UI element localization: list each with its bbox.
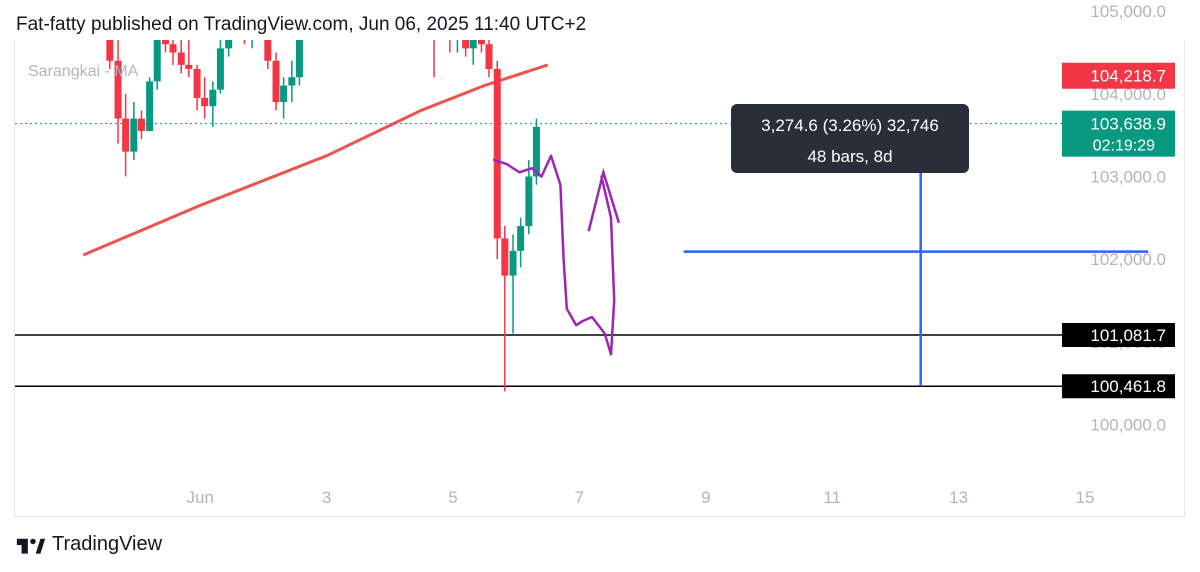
candle[interactable] <box>99 0 106 3</box>
candle[interactable] <box>431 0 438 7</box>
published-line: Fat-fatty published on TradingView.com, … <box>16 14 587 35</box>
x-tick-label: 15 <box>1076 488 1095 507</box>
candle[interactable] <box>304 0 311 15</box>
candle[interactable] <box>137 118 145 131</box>
candle[interactable] <box>454 15 461 36</box>
purple-arrowhead-icon <box>587 167 620 232</box>
candle[interactable] <box>532 126 540 177</box>
current-price-label: 103,638.9 <box>1090 115 1166 134</box>
tradingview-footer[interactable]: TradingView <box>16 533 162 556</box>
purple-drawing-path[interactable] <box>492 154 616 356</box>
y-tick-label: 103,000.0 <box>1090 167 1166 186</box>
candle[interactable] <box>249 28 256 36</box>
candle[interactable] <box>106 3 114 61</box>
x-tick-label: 7 <box>575 488 584 507</box>
candle[interactable] <box>122 118 130 152</box>
x-tick-label: 3 <box>322 488 331 507</box>
x-tick-label: 13 <box>949 488 968 507</box>
candle[interactable] <box>280 85 288 103</box>
candle[interactable] <box>161 32 169 45</box>
candle[interactable] <box>446 24 453 36</box>
x-tick-label: 9 <box>701 488 710 507</box>
candle[interactable] <box>146 81 154 131</box>
candle[interactable] <box>501 238 509 276</box>
level-badge-label: 100,461.8 <box>1090 377 1166 396</box>
y-tick-label: 100,000.0 <box>1090 415 1166 434</box>
candle[interactable] <box>328 0 335 15</box>
candle[interactable] <box>169 44 177 53</box>
x-tick-label: 5 <box>448 488 457 507</box>
candle[interactable] <box>257 0 264 28</box>
y-tick-label: 105,000.0 <box>1090 2 1166 21</box>
tradingview-logo-icon <box>16 538 46 554</box>
candle[interactable] <box>153 32 161 82</box>
x-tick-label: Jun <box>186 488 213 507</box>
candle[interactable] <box>493 69 501 239</box>
measure-tooltip <box>731 104 969 173</box>
price-badge <box>1062 62 1175 89</box>
candle[interactable] <box>130 118 138 152</box>
candle[interactable] <box>288 77 296 86</box>
candle[interactable] <box>415 0 422 11</box>
candle[interactable] <box>509 250 517 276</box>
candle[interactable] <box>201 97 209 107</box>
candle[interactable] <box>477 32 485 45</box>
candle[interactable] <box>83 0 90 7</box>
candle[interactable] <box>272 60 280 103</box>
candle[interactable] <box>177 52 185 65</box>
countdown-label: 02:19:29 <box>1093 138 1155 155</box>
indicator-label: Sarangkai - MA <box>28 63 139 80</box>
tradingview-brand: TradingView <box>52 533 163 555</box>
candle[interactable] <box>517 226 525 251</box>
candle[interactable] <box>462 15 470 49</box>
current-price-badge <box>1062 110 1175 157</box>
candle[interactable] <box>193 69 201 98</box>
y-tick-label: 104,000.0 <box>1090 85 1166 104</box>
candle[interactable] <box>525 176 533 227</box>
measure-tooltip-line2: 48 bars, 8d <box>807 147 892 166</box>
y-tick-label: 102,000.0 <box>1090 250 1166 269</box>
candle[interactable] <box>241 7 248 36</box>
candle[interactable] <box>264 0 272 61</box>
level-badge <box>1062 374 1175 399</box>
candle[interactable] <box>422 0 429 11</box>
candle[interactable] <box>209 89 217 107</box>
candle[interactable] <box>320 0 327 15</box>
candle[interactable] <box>469 32 477 49</box>
candle[interactable] <box>225 15 233 49</box>
candle[interactable] <box>438 7 445 24</box>
candle[interactable] <box>114 60 122 119</box>
candle[interactable] <box>185 64 193 70</box>
candle[interactable] <box>216 48 224 90</box>
x-tick-label: 11 <box>823 488 841 507</box>
candle[interactable] <box>295 15 303 78</box>
candle[interactable] <box>233 7 240 15</box>
level-badge-label: 101,081.7 <box>1090 326 1166 345</box>
level-badge <box>1062 323 1175 348</box>
candle[interactable] <box>485 44 493 70</box>
candle[interactable] <box>91 0 98 7</box>
measure-tooltip-line1: 3,274.6 (3.26%) 32,746 <box>761 116 939 135</box>
price-badge-label: 104,218.7 <box>1090 67 1166 86</box>
chart-frame <box>14 40 1185 517</box>
